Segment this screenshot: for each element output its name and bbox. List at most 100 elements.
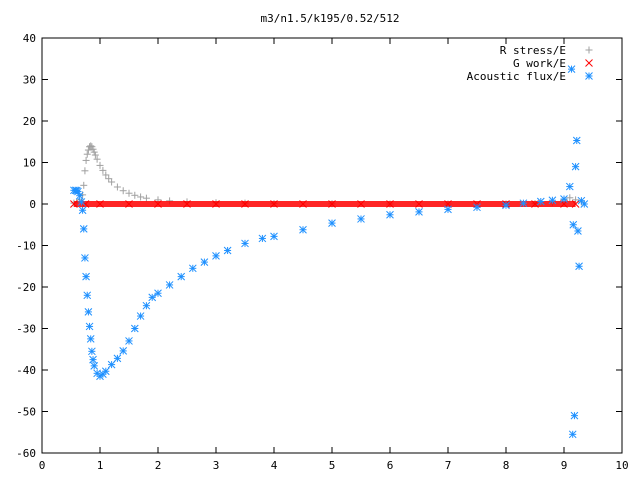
data-point [299,225,307,234]
y-tick-label: 0 [29,198,36,211]
data-point [113,183,121,191]
data-point [130,324,139,333]
data-point [78,206,87,215]
data-point [80,181,88,189]
data-point [137,193,145,201]
data-point [142,301,151,310]
data-point [93,155,101,163]
data-point [571,162,580,171]
data-point [88,347,96,356]
y-tick-label: -10 [16,240,36,253]
legend-marker [585,46,593,54]
data-point [574,227,582,235]
x-tick-label: 5 [329,459,336,472]
data-point [83,150,91,158]
data-point [357,215,365,223]
data-point [570,411,579,420]
data-point [102,171,110,179]
data-point [569,220,578,229]
x-tick-label: 8 [503,459,510,472]
data-point [270,232,278,241]
data-point [575,262,583,271]
data-point [82,156,90,164]
data-point [212,252,220,260]
data-point [81,167,89,175]
data-point [105,175,113,183]
y-tick-label: 40 [23,32,36,45]
data-point [119,347,128,355]
data-point [258,234,267,243]
x-tick-label: 1 [97,459,104,472]
data-point [328,219,336,227]
data-point [75,191,84,200]
series-2 [70,65,589,439]
data-point [536,197,545,206]
data-point [560,195,568,203]
legend-marker [585,59,593,67]
data-point [148,293,157,302]
x-tick-label: 4 [271,459,278,472]
data-point [177,272,186,281]
plot-layer [70,65,589,439]
data-point [241,239,249,248]
data-point [107,360,116,369]
data-point [548,196,557,205]
data-point [519,199,528,208]
data-point [91,151,99,159]
data-point [131,191,139,199]
data-point [136,312,145,320]
data-point [188,264,197,273]
data-point [566,194,574,202]
data-point [444,205,452,214]
data-point [142,194,150,202]
axes-layer: 0 1 2 3 4 5 6 7 8 9 10 40 30 20 10 0 -10 -20 -30 -40 -50 -60 [16,32,629,472]
x-tick-label: 6 [387,459,394,472]
y-tick-label: -30 [16,323,36,336]
data-point [83,291,92,300]
data-point [82,272,90,281]
data-point [101,367,110,376]
y-tick-label: -20 [16,281,36,294]
y-tick-label: 10 [23,157,36,170]
data-point [81,254,89,262]
chart-title: m3/n1.5/k195/0.52/512 [260,12,399,25]
x-tick-label: 0 [39,459,46,472]
x-tick-label: 7 [445,459,452,472]
data-point [125,189,133,197]
data-point [154,289,162,298]
data-point [200,258,209,266]
x-tick-label: 9 [561,459,568,472]
legend-marker [585,72,593,80]
data-point [568,430,577,439]
data-point [99,166,107,174]
data-point [119,187,127,195]
y-tick-label: -50 [16,406,36,419]
legend-label: G work/E [513,57,566,70]
data-point [502,201,510,210]
data-point [84,308,93,316]
data-point [415,208,423,216]
data-point [223,246,232,255]
data-point [108,178,116,186]
data-point [96,161,104,169]
x-tick-label: 2 [155,459,162,472]
data-point [89,355,97,364]
y-tick-label: 30 [23,74,36,87]
data-point [165,281,174,289]
data-point [89,145,97,153]
data-point [565,182,574,191]
x-tick-label: 10 [615,459,628,472]
legend-label: Acoustic flux/E [467,70,566,83]
data-point [473,203,481,212]
data-point [125,337,133,345]
data-point [580,200,589,208]
y-tick-label: 20 [23,115,36,128]
data-point [77,198,86,206]
y-tick-label: -60 [16,447,36,460]
data-point [90,148,98,156]
data-point [386,210,394,219]
data-point [113,354,122,363]
data-point [86,335,95,343]
